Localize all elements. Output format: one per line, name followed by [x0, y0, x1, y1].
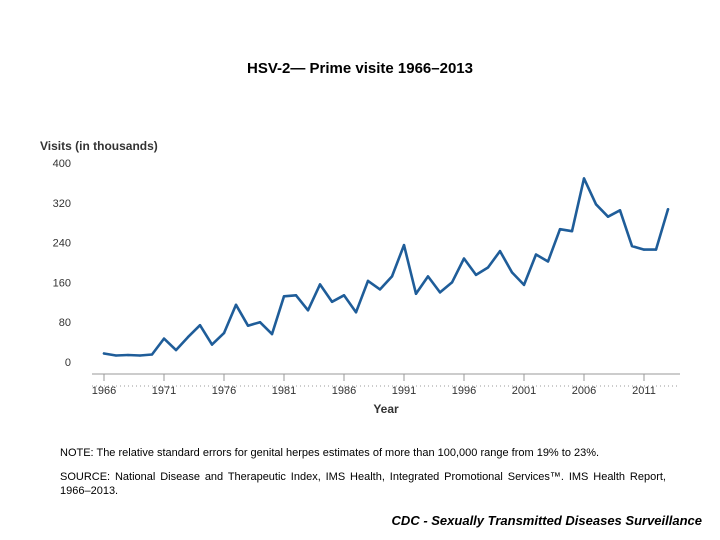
data-point [402, 243, 406, 247]
line-chart: Visits (in thousands) 0 80 160 240 320 400 19… [40, 139, 680, 416]
data-point [510, 271, 514, 274]
data-point [450, 281, 454, 284]
data-point [378, 288, 382, 291]
data-point [114, 354, 118, 357]
data-point [126, 353, 130, 357]
data-point [150, 353, 154, 356]
source-note: SOURCE: National Disease and Therapeutic… [60, 471, 666, 497]
footer-credit: CDC - Sexually Transmitted Diseases Surv… [391, 513, 702, 528]
data-point [342, 294, 346, 297]
data-point [474, 273, 478, 277]
y-tick-label: 160 [53, 277, 71, 289]
series-line [102, 177, 670, 357]
data-point [666, 208, 670, 211]
chart-title: HSV-2— Prime visite 1966–2013 [247, 60, 473, 77]
data-point [486, 266, 490, 269]
data-point [318, 283, 322, 286]
data-point [534, 253, 538, 256]
data-point [354, 311, 358, 314]
data-point [294, 294, 298, 297]
data-point [498, 249, 502, 253]
x-axis-label: Year [373, 402, 399, 416]
x-tick-label: 2011 [632, 385, 656, 397]
footnote: NOTE: The relative standard errors for g… [60, 447, 600, 459]
data-point [462, 257, 466, 260]
data-point [522, 283, 526, 287]
data-point [426, 275, 430, 278]
y-axis-label: Visits (in thousands) [40, 139, 158, 153]
data-point [570, 229, 574, 233]
data-point [366, 279, 370, 283]
data-point [630, 244, 634, 248]
data-point [438, 291, 442, 294]
y-tick-label: 320 [53, 198, 71, 210]
data-point [174, 348, 178, 352]
data-point [414, 292, 418, 296]
data-point [246, 324, 250, 327]
y-tick-label: 400 [53, 158, 71, 170]
x-tick-label: 1986 [332, 385, 356, 397]
x-tick-label: 1971 [152, 385, 176, 397]
x-tick-label: 2001 [512, 385, 536, 397]
data-point [618, 209, 622, 212]
data-point [270, 332, 274, 336]
data-point [594, 203, 598, 206]
data-point [234, 303, 238, 306]
x-tick-label: 1966 [92, 385, 116, 397]
y-tick-label: 80 [59, 317, 71, 329]
data-point [390, 275, 394, 278]
data-point [102, 352, 106, 355]
data-point [654, 248, 658, 251]
x-tick-label: 1981 [272, 385, 296, 397]
data-point [162, 337, 166, 340]
data-point [330, 300, 334, 304]
data-point [306, 309, 310, 312]
data-point [546, 260, 550, 263]
data-point [138, 354, 142, 357]
data-point [282, 295, 286, 298]
y-tick-label: 240 [53, 238, 71, 250]
y-tick-label: 0 [65, 357, 71, 369]
data-point [186, 335, 190, 339]
x-tick-label: 2006 [572, 385, 596, 397]
x-tick-label: 1991 [392, 385, 416, 397]
data-point [558, 227, 562, 231]
data-point [198, 323, 202, 327]
x-tick-label: 1976 [212, 385, 236, 397]
data-point [606, 215, 610, 218]
data-point [222, 331, 226, 335]
data-point [258, 321, 262, 324]
data-point [210, 343, 214, 346]
data-point [642, 248, 646, 251]
data-point [582, 177, 586, 180]
x-tick-label: 1996 [452, 385, 476, 397]
